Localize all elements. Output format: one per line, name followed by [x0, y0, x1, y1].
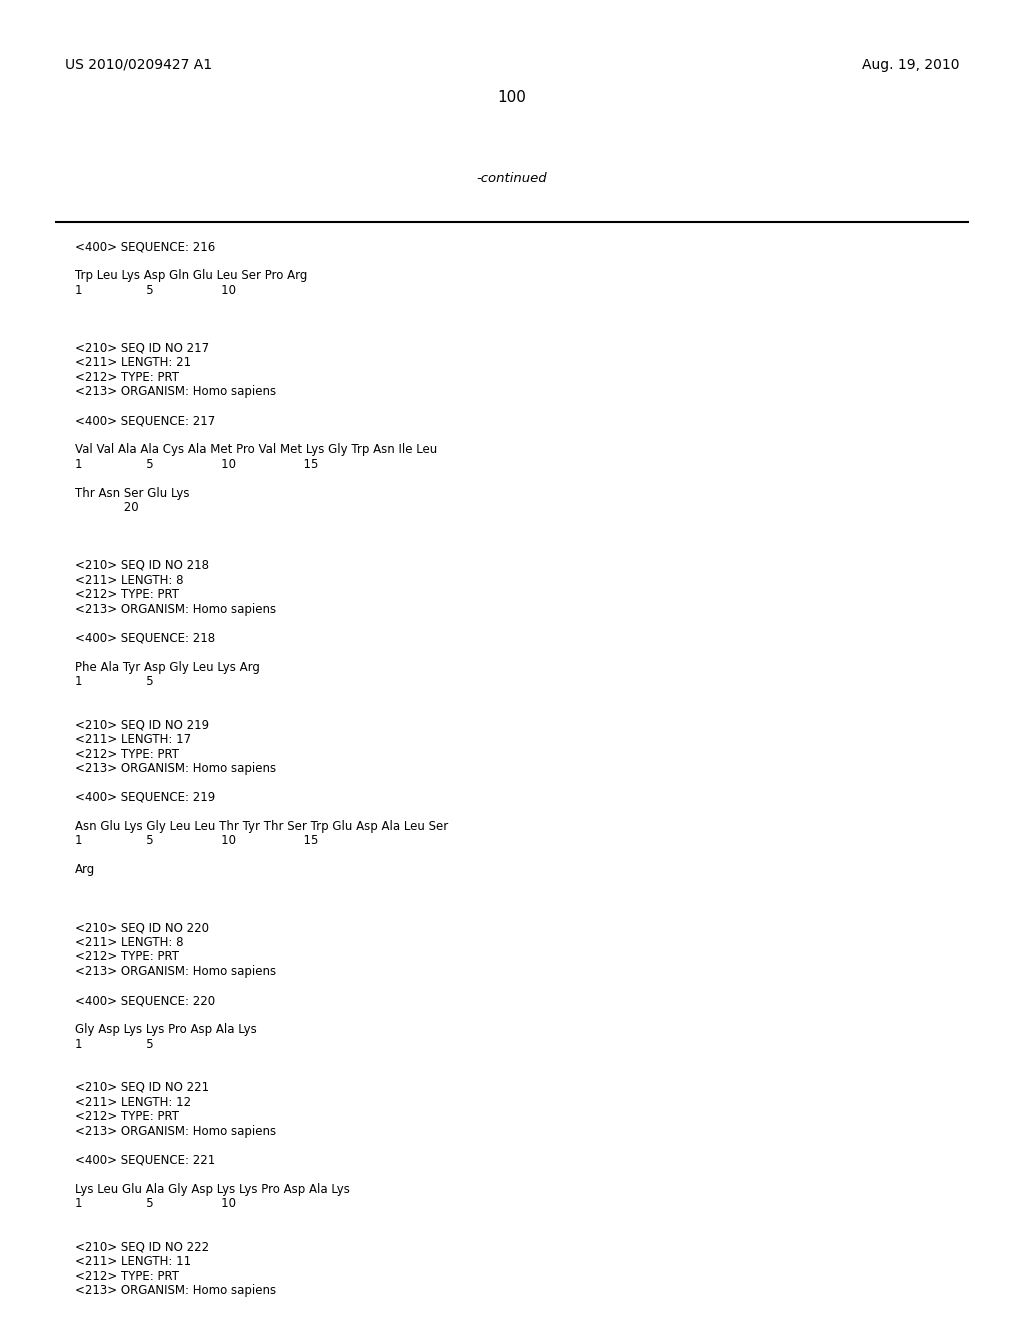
Text: 1                 5                  10                  15: 1 5 10 15: [75, 834, 318, 847]
Text: <213> ORGANISM: Homo sapiens: <213> ORGANISM: Homo sapiens: [75, 965, 276, 978]
Text: Trp Leu Lys Asp Gln Glu Leu Ser Pro Arg: Trp Leu Lys Asp Gln Glu Leu Ser Pro Arg: [75, 269, 307, 282]
Text: Phe Ala Tyr Asp Gly Leu Lys Arg: Phe Ala Tyr Asp Gly Leu Lys Arg: [75, 660, 260, 673]
Text: Aug. 19, 2010: Aug. 19, 2010: [861, 58, 959, 73]
Text: <400> SEQUENCE: 219: <400> SEQUENCE: 219: [75, 791, 215, 804]
Text: <210> SEQ ID NO 222: <210> SEQ ID NO 222: [75, 1241, 209, 1254]
Text: 1                 5                  10: 1 5 10: [75, 1197, 236, 1210]
Text: Thr Asn Ser Glu Lys: Thr Asn Ser Glu Lys: [75, 487, 189, 499]
Text: <211> LENGTH: 17: <211> LENGTH: 17: [75, 733, 191, 746]
Text: 100: 100: [498, 90, 526, 106]
Text: <213> ORGANISM: Homo sapiens: <213> ORGANISM: Homo sapiens: [75, 602, 276, 615]
Text: <210> SEQ ID NO 217: <210> SEQ ID NO 217: [75, 342, 209, 355]
Text: <211> LENGTH: 8: <211> LENGTH: 8: [75, 936, 183, 949]
Text: Arg: Arg: [75, 863, 95, 876]
Text: <211> LENGTH: 8: <211> LENGTH: 8: [75, 573, 183, 586]
Text: US 2010/0209427 A1: US 2010/0209427 A1: [65, 58, 212, 73]
Text: <210> SEQ ID NO 218: <210> SEQ ID NO 218: [75, 558, 209, 572]
Text: 20: 20: [75, 502, 138, 513]
Text: <400> SEQUENCE: 221: <400> SEQUENCE: 221: [75, 1154, 215, 1167]
Text: 1                 5                  10: 1 5 10: [75, 284, 236, 297]
Text: <213> ORGANISM: Homo sapiens: <213> ORGANISM: Homo sapiens: [75, 1125, 276, 1138]
Text: 1                 5: 1 5: [75, 1038, 154, 1051]
Text: <212> TYPE: PRT: <212> TYPE: PRT: [75, 747, 179, 760]
Text: <400> SEQUENCE: 220: <400> SEQUENCE: 220: [75, 994, 215, 1007]
Text: <210> SEQ ID NO 219: <210> SEQ ID NO 219: [75, 718, 209, 731]
Text: <212> TYPE: PRT: <212> TYPE: PRT: [75, 587, 179, 601]
Text: <213> ORGANISM: Homo sapiens: <213> ORGANISM: Homo sapiens: [75, 762, 276, 775]
Text: <211> LENGTH: 21: <211> LENGTH: 21: [75, 356, 191, 370]
Text: <212> TYPE: PRT: <212> TYPE: PRT: [75, 1270, 179, 1283]
Text: Lys Leu Glu Ala Gly Asp Lys Lys Pro Asp Ala Lys: Lys Leu Glu Ala Gly Asp Lys Lys Pro Asp …: [75, 1183, 350, 1196]
Text: Asn Glu Lys Gly Leu Leu Thr Tyr Thr Ser Trp Glu Asp Ala Leu Ser: Asn Glu Lys Gly Leu Leu Thr Tyr Thr Ser …: [75, 820, 449, 833]
Text: <212> TYPE: PRT: <212> TYPE: PRT: [75, 950, 179, 964]
Text: <212> TYPE: PRT: <212> TYPE: PRT: [75, 371, 179, 384]
Text: <400> SEQUENCE: 218: <400> SEQUENCE: 218: [75, 631, 215, 644]
Text: <213> ORGANISM: Homo sapiens: <213> ORGANISM: Homo sapiens: [75, 385, 276, 399]
Text: <400> SEQUENCE: 216: <400> SEQUENCE: 216: [75, 240, 215, 253]
Text: <210> SEQ ID NO 220: <210> SEQ ID NO 220: [75, 921, 209, 935]
Text: 1                 5: 1 5: [75, 675, 154, 688]
Text: <212> TYPE: PRT: <212> TYPE: PRT: [75, 1110, 179, 1123]
Text: -continued: -continued: [477, 172, 547, 185]
Text: 1                 5                  10                  15: 1 5 10 15: [75, 458, 318, 470]
Text: Gly Asp Lys Lys Pro Asp Ala Lys: Gly Asp Lys Lys Pro Asp Ala Lys: [75, 1023, 257, 1036]
Text: <400> SEQUENCE: 217: <400> SEQUENCE: 217: [75, 414, 215, 426]
Text: <211> LENGTH: 12: <211> LENGTH: 12: [75, 1096, 191, 1109]
Text: <213> ORGANISM: Homo sapiens: <213> ORGANISM: Homo sapiens: [75, 1284, 276, 1298]
Text: <210> SEQ ID NO 221: <210> SEQ ID NO 221: [75, 1081, 209, 1094]
Text: Val Val Ala Ala Cys Ala Met Pro Val Met Lys Gly Trp Asn Ile Leu: Val Val Ala Ala Cys Ala Met Pro Val Met …: [75, 444, 437, 455]
Text: <211> LENGTH: 11: <211> LENGTH: 11: [75, 1255, 191, 1269]
